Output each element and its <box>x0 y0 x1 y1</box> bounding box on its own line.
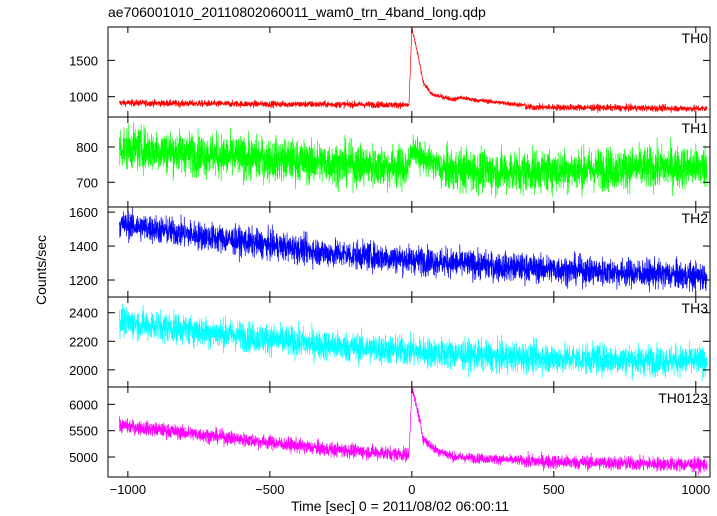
y-tick-label: 2000 <box>69 363 98 378</box>
y-tick-label: 5500 <box>69 424 98 439</box>
series-name-th1: TH1 <box>682 120 709 136</box>
x-tick-label: −500 <box>255 482 284 497</box>
x-tick-label: 500 <box>543 482 565 497</box>
panel-frame <box>107 386 711 478</box>
series-line-th0 <box>119 27 708 113</box>
y-tick-label: 1200 <box>69 273 98 288</box>
y-tick-label: 5000 <box>69 450 98 465</box>
panel-th3: 2000 2200 2400 TH3 <box>69 296 711 388</box>
x-tick-label: 0 <box>408 482 415 497</box>
series-name-th0: TH0 <box>682 30 709 46</box>
x-axis-label: Time [sec] 0 = 2011/08/02 06:00:11 <box>291 498 509 514</box>
panel-th1: 700 800 TH1 <box>76 116 711 208</box>
x-tick-label: 1000 <box>681 482 710 497</box>
y-tick-label: 1400 <box>69 239 98 254</box>
panel-th2: 1200 1400 1600 TH2 <box>69 205 711 298</box>
series-line-th0123 <box>119 387 708 476</box>
x-axis: −1000 −500 0 500 1000 <box>110 482 711 497</box>
panel-frame <box>107 296 711 388</box>
panel-th0123: 5000 5500 6000 TH0123 <box>69 386 711 478</box>
y-tick-label: 800 <box>76 140 98 155</box>
x-tick-label: −1000 <box>110 482 147 497</box>
series-line-th1 <box>119 121 708 199</box>
y-tick-label: 6000 <box>69 397 98 412</box>
y-tick-label: 1500 <box>69 53 98 68</box>
y-axis-label: Counts/sec <box>33 235 49 305</box>
series-line-th2 <box>119 207 708 293</box>
chart-title: ae706001010_20110802060011_wam0_trn_4ban… <box>108 4 486 20</box>
series-line-th3 <box>119 303 708 381</box>
y-tick-label: 2200 <box>69 334 98 349</box>
y-tick-label: 700 <box>76 175 98 190</box>
series-name-th2: TH2 <box>682 210 709 226</box>
series-name-th3: TH3 <box>682 300 709 316</box>
y-tick-label: 1000 <box>69 90 98 105</box>
y-tick-label: 2400 <box>69 306 98 321</box>
series-name-th0123: TH0123 <box>658 390 708 406</box>
y-tick-label: 1600 <box>69 205 98 220</box>
panel-th0: 1000 1500 TH0 <box>69 26 711 118</box>
